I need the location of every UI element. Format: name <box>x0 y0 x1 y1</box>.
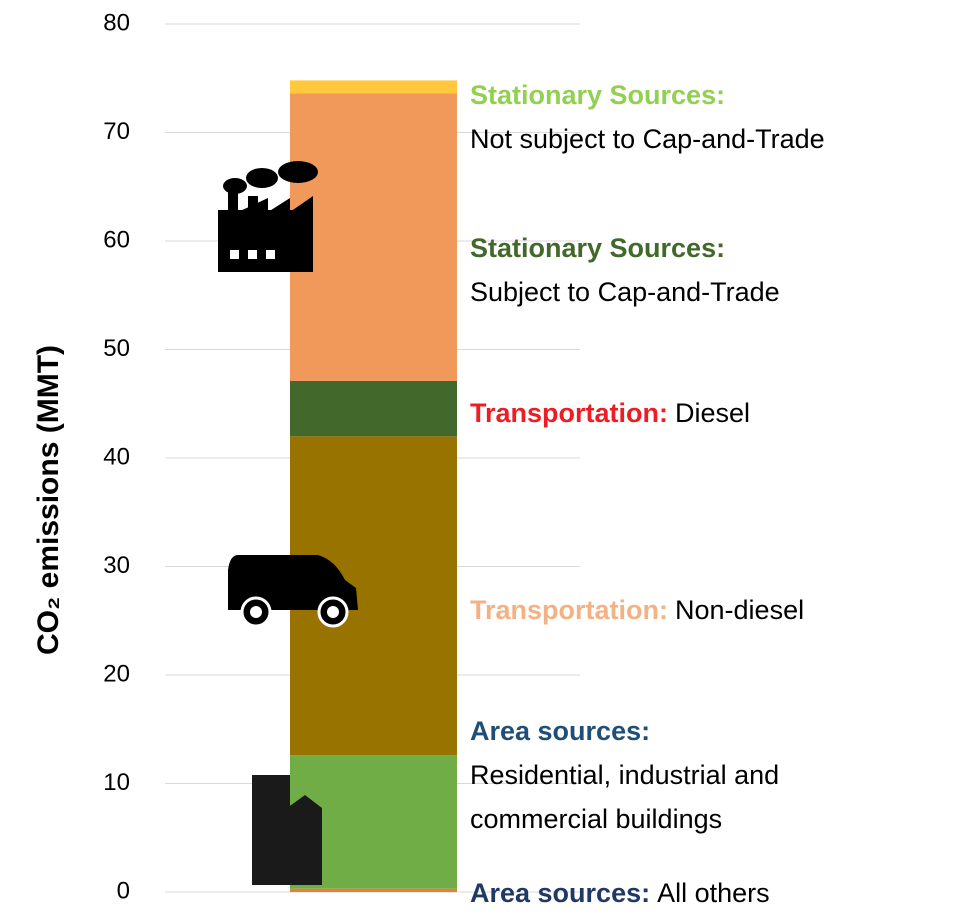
y-axis-label: CO₂ emissions (MMT) <box>32 345 65 655</box>
factory-icon <box>218 161 318 272</box>
label-heading: Stationary Sources: <box>470 80 725 110</box>
label-description: Diesel <box>675 398 750 428</box>
label-description: Subject to Cap-and-Trade <box>470 277 780 307</box>
segment-label: Transportation: Non-diesel <box>470 595 804 625</box>
segment-label: Area sources: <box>470 716 650 746</box>
segment-label: Area sources: All others <box>470 878 770 908</box>
bar-segment <box>290 80 457 94</box>
van-icon <box>228 555 358 628</box>
bar-segment <box>290 93 457 381</box>
y-tick-label: 60 <box>103 226 130 253</box>
segment-label: Stationary Sources: <box>470 233 725 263</box>
label-description: Not subject to Cap-and-Trade <box>470 124 825 154</box>
y-tick-label: 40 <box>103 443 130 470</box>
y-tick-label: 80 <box>103 9 130 36</box>
y-tick-label: 10 <box>103 769 130 796</box>
label-description: Residential, industrial and <box>470 760 779 790</box>
label-description: commercial buildings <box>470 804 722 834</box>
y-tick-label: 20 <box>103 660 130 687</box>
segment-label: Transportation: Diesel <box>470 398 750 428</box>
bar-segment <box>290 380 457 437</box>
y-tick-label: 0 <box>117 877 130 904</box>
y-tick-label: 70 <box>103 118 130 145</box>
y-tick-label: 30 <box>103 552 130 579</box>
label-description: Non-diesel <box>675 595 804 625</box>
bars <box>290 80 457 892</box>
label-heading: Transportation: <box>470 595 668 625</box>
segment-label: Stationary Sources: <box>470 80 725 110</box>
label-description: All others <box>657 878 770 908</box>
label-heading: Transportation: <box>470 398 668 428</box>
y-tick-label: 50 <box>103 335 130 362</box>
bar-segment <box>290 888 457 892</box>
buildings-icon <box>252 775 322 885</box>
label-heading: Area sources: <box>470 878 650 908</box>
label-heading: Area sources: <box>470 716 650 746</box>
label-heading: Stationary Sources: <box>470 233 725 263</box>
